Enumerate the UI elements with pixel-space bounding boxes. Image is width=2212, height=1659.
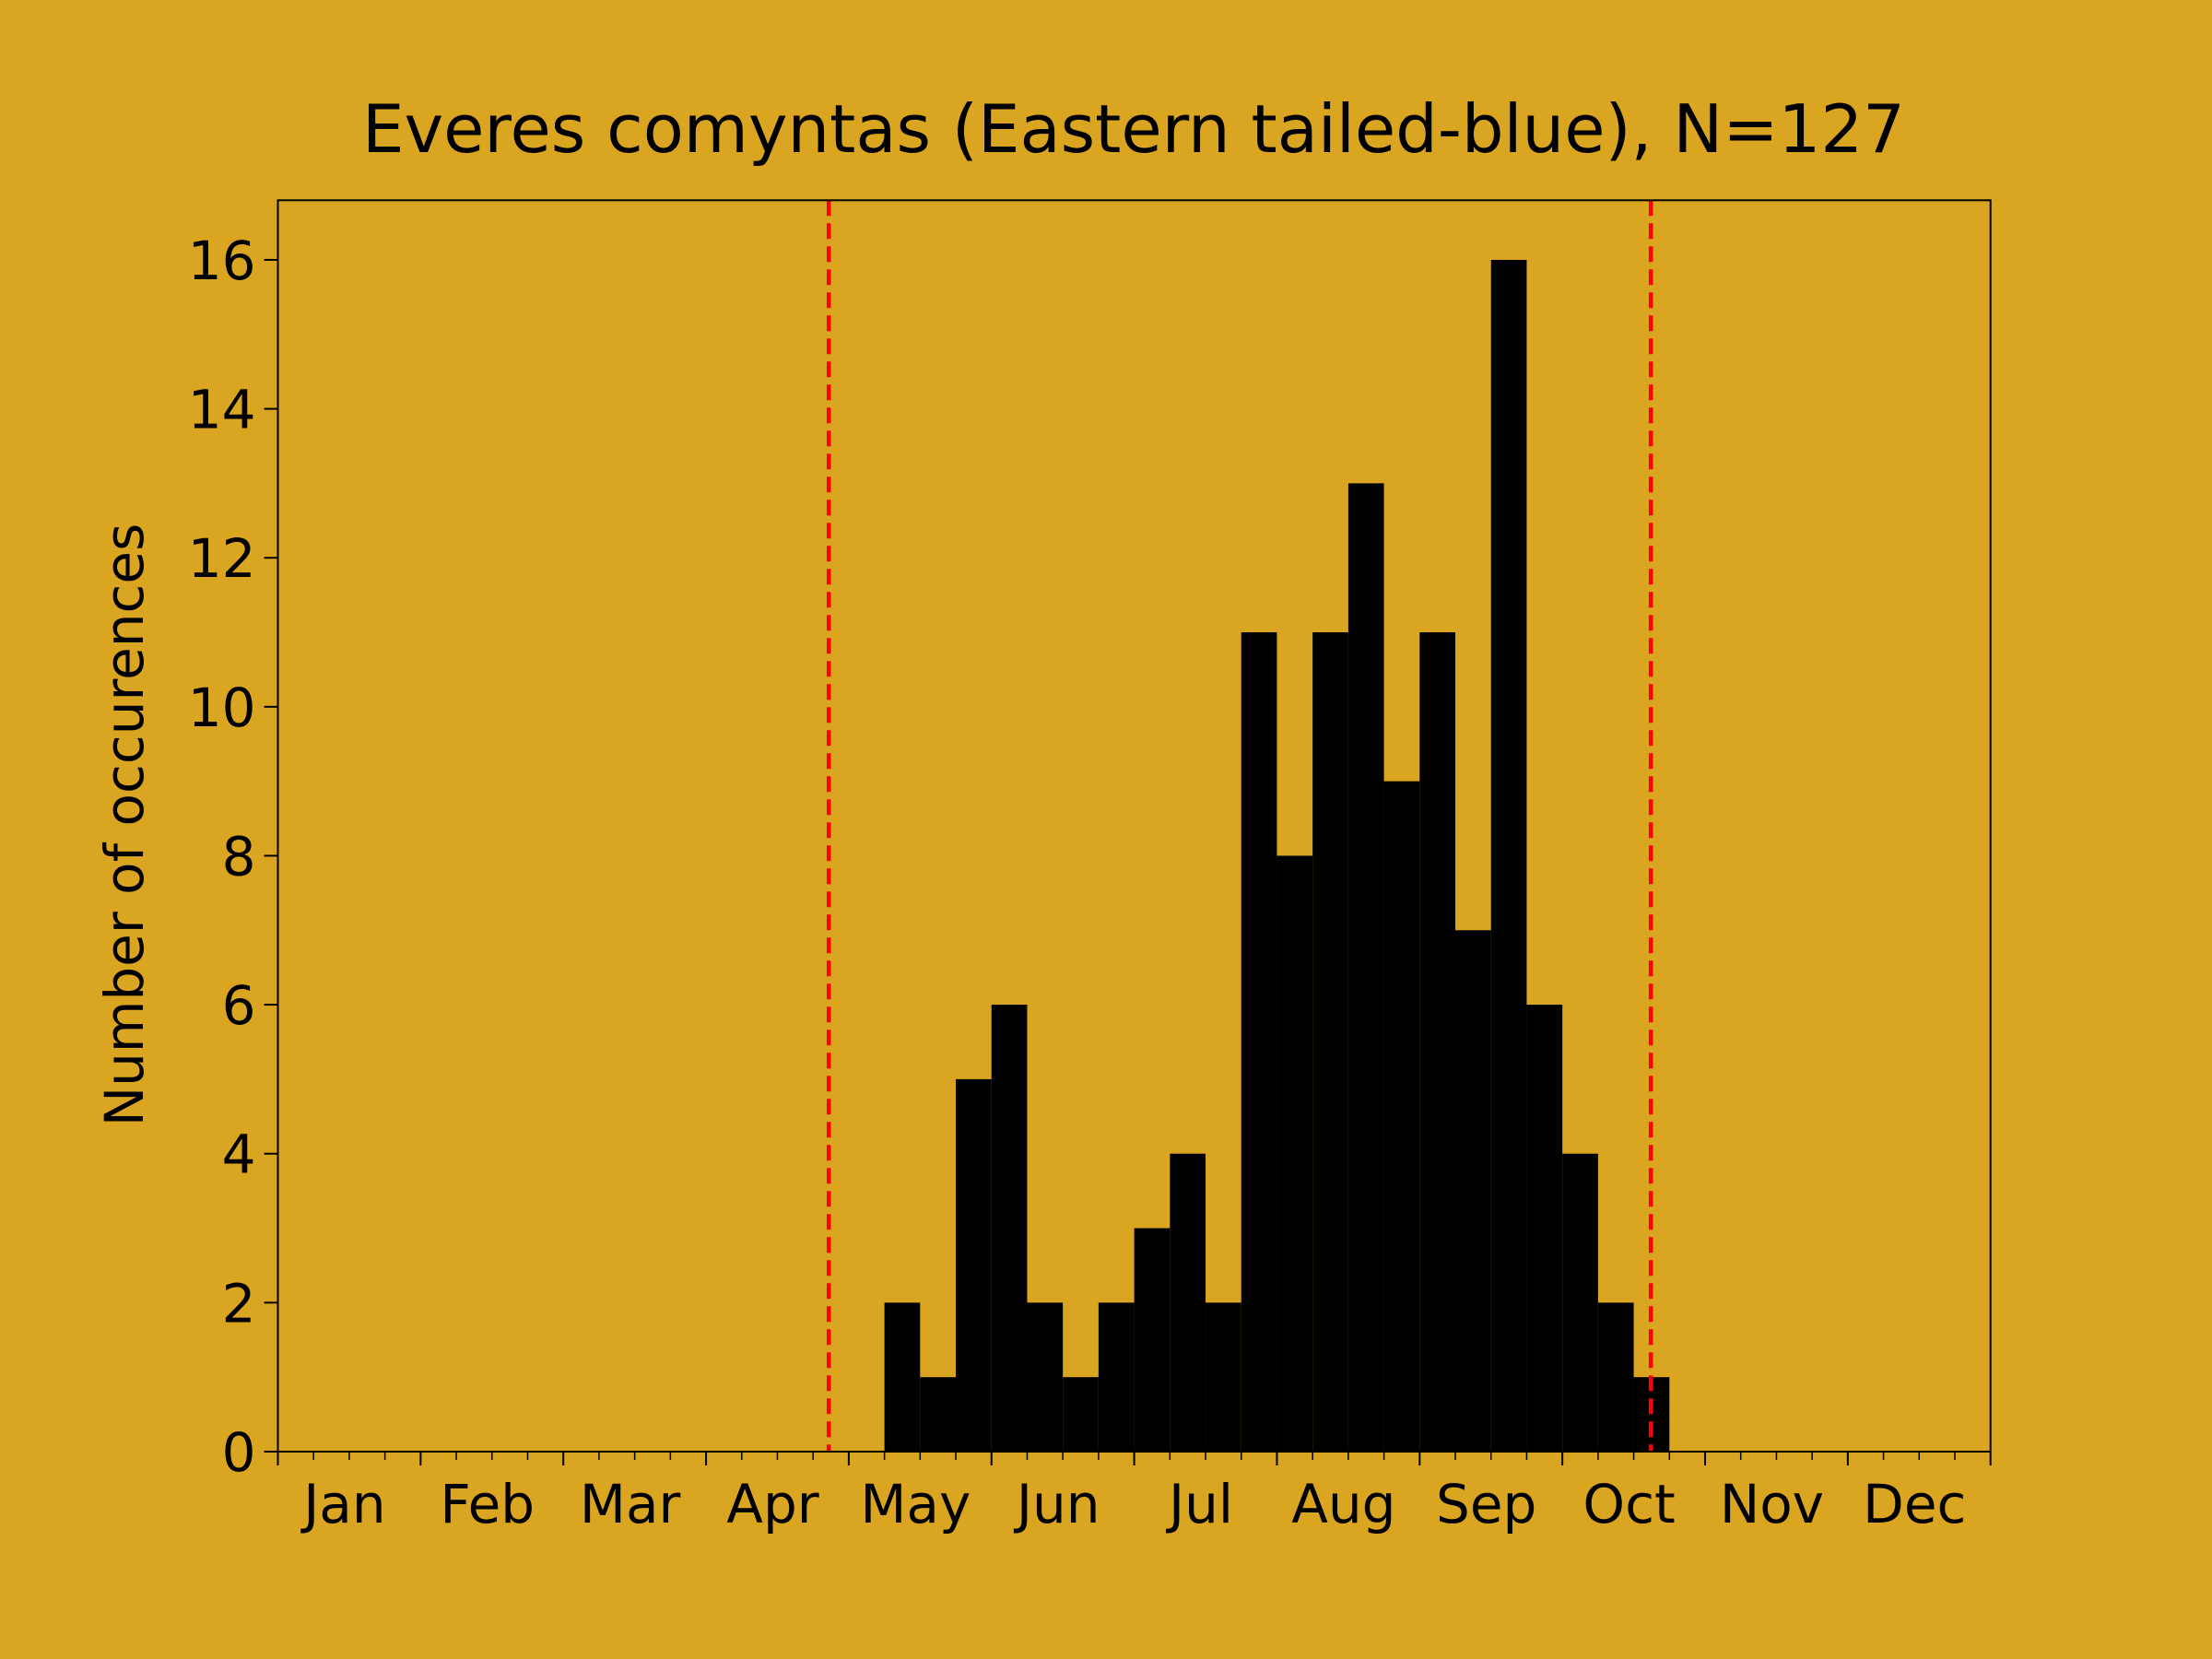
- x-tick-label: Apr: [726, 1473, 818, 1535]
- chart-title: Everes comyntas (Eastern tailed-blue), N…: [362, 90, 1905, 168]
- histogram-bar: [1419, 632, 1456, 1452]
- y-tick-label: 0: [222, 1421, 256, 1484]
- histogram-bar: [956, 1078, 992, 1452]
- x-tick-label: Jul: [1166, 1473, 1233, 1535]
- x-tick-label: Oct: [1583, 1473, 1675, 1535]
- x-tick-label: Dec: [1863, 1473, 1966, 1535]
- y-tick-label: 2: [222, 1272, 256, 1335]
- histogram-bar: [1134, 1228, 1171, 1452]
- y-tick-label: 16: [188, 229, 256, 292]
- x-tick-label: Sep: [1436, 1473, 1536, 1535]
- histogram-bar: [1597, 1302, 1634, 1452]
- histogram-bar: [991, 1005, 1028, 1452]
- histogram-bar: [1170, 1153, 1206, 1452]
- histogram-bar: [1277, 855, 1313, 1452]
- histogram-bar: [1347, 483, 1384, 1452]
- histogram-bar: [1490, 259, 1527, 1452]
- x-tick-label: Jan: [300, 1473, 385, 1535]
- y-tick-label: 8: [222, 825, 256, 888]
- x-tick-label: Nov: [1720, 1473, 1824, 1535]
- x-tick-label: Aug: [1291, 1473, 1395, 1535]
- x-tick-label: Feb: [440, 1473, 535, 1535]
- histogram-bar: [1241, 632, 1277, 1452]
- y-tick-label: 4: [222, 1124, 256, 1186]
- x-tick-label: Mar: [580, 1473, 681, 1535]
- x-tick-label: Jun: [1014, 1473, 1100, 1535]
- histogram-bar: [1526, 1005, 1563, 1452]
- histogram-bar: [1383, 781, 1420, 1452]
- histogram-bar: [1098, 1302, 1135, 1452]
- x-tick-label: May: [860, 1473, 971, 1535]
- histogram-bar: [1455, 930, 1491, 1452]
- y-tick-label: 14: [188, 379, 256, 441]
- y-tick-label: 10: [188, 677, 256, 739]
- histogram-bar: [884, 1302, 921, 1452]
- histogram-bar: [920, 1377, 957, 1452]
- histogram-bar: [1206, 1302, 1241, 1452]
- y-tick-label: 6: [222, 974, 256, 1037]
- histogram-bar: [1562, 1153, 1598, 1452]
- histogram-bar: [1063, 1377, 1099, 1452]
- y-tick-label: 12: [188, 527, 256, 590]
- histogram-bar: [1312, 632, 1348, 1452]
- y-axis-label: Number of occurences: [93, 524, 156, 1127]
- histogram-bar: [1027, 1302, 1064, 1452]
